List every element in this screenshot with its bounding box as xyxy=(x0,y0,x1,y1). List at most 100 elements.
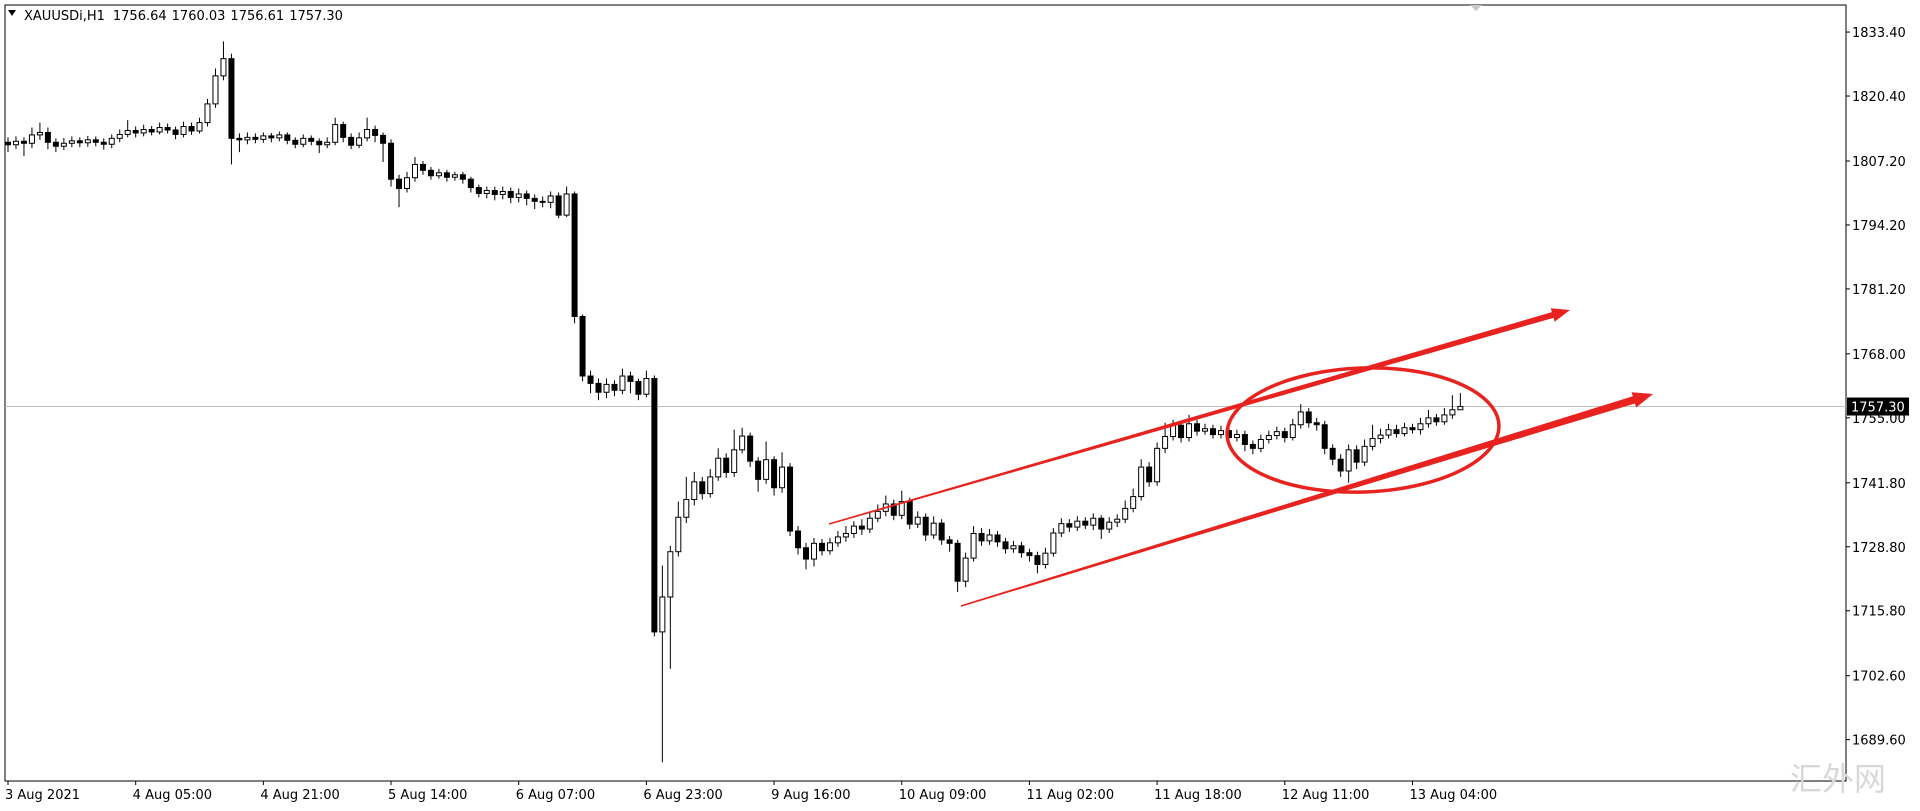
price-box-label: 1757.30 xyxy=(1851,401,1905,416)
candle-body xyxy=(1066,523,1073,528)
candle-body xyxy=(1178,424,1185,439)
candle-body xyxy=(691,481,698,501)
y-tick-label: 1728.80 xyxy=(1852,541,1906,556)
menu-triangle[interactable] xyxy=(8,10,16,16)
candle-body xyxy=(316,140,323,146)
candle-body xyxy=(244,136,251,141)
x-tick-label: 13 Aug 04:00 xyxy=(1409,788,1497,803)
candle-body xyxy=(1385,429,1392,436)
header-low: 1756.61 xyxy=(230,9,284,24)
candle-body xyxy=(140,128,147,134)
candle-body xyxy=(1042,552,1049,565)
candle-body xyxy=(372,128,379,136)
candle-body xyxy=(1217,430,1224,436)
candle-body xyxy=(1321,424,1328,449)
candle-body xyxy=(220,58,227,77)
header-high: 1760.03 xyxy=(172,9,226,24)
candle-body xyxy=(1114,518,1121,523)
candle-body xyxy=(443,172,450,178)
y-tick-label: 1781.20 xyxy=(1852,283,1906,298)
candle-body xyxy=(475,187,482,194)
candle-body xyxy=(803,547,809,560)
candle-body xyxy=(156,127,163,133)
candle-body xyxy=(818,542,825,552)
candle-body xyxy=(603,383,610,393)
candle-body xyxy=(978,532,985,542)
candle-body xyxy=(1194,423,1201,432)
candle-body xyxy=(1138,466,1145,498)
candle-body xyxy=(427,169,434,177)
trend-arrow xyxy=(960,392,1653,607)
candle-body xyxy=(755,460,762,480)
y-tick-label: 1768.00 xyxy=(1852,348,1906,363)
candle-body xyxy=(1130,496,1137,509)
chart-header: XAUUSDi,H1 1756.64 1760.03 1756.61 1757.30 xyxy=(24,9,343,24)
x-tick-label: 9 Aug 16:00 xyxy=(771,788,850,803)
candle-body xyxy=(747,435,754,462)
candle-body xyxy=(52,141,59,147)
candle-body xyxy=(906,501,913,525)
symbol: XAUUSDi,H1 xyxy=(24,9,105,24)
candle-body xyxy=(340,124,347,138)
candle-body xyxy=(1154,447,1161,483)
candle-body xyxy=(1034,555,1041,565)
candle-body xyxy=(483,190,490,194)
candle-body xyxy=(451,174,458,178)
y-tick-label: 1715.80 xyxy=(1852,605,1906,620)
trend-arrow xyxy=(828,308,1570,525)
candle-body xyxy=(28,134,35,144)
candle-body xyxy=(834,536,841,544)
candle-body xyxy=(1297,411,1304,426)
candle-body xyxy=(914,516,921,525)
candle-body xyxy=(779,466,786,489)
candle-body xyxy=(587,375,594,384)
candle-body xyxy=(1409,427,1416,431)
candle-body xyxy=(1273,431,1280,437)
candle-body xyxy=(236,137,243,141)
y-tick-label: 1820.40 xyxy=(1852,90,1906,105)
candle-body xyxy=(396,178,403,190)
candle-body xyxy=(300,137,307,145)
candle-body xyxy=(1186,423,1193,439)
candle-body xyxy=(172,129,179,135)
candle-body xyxy=(946,539,953,544)
candle-body xyxy=(491,190,498,195)
candle-body xyxy=(260,135,267,140)
candle-body xyxy=(1369,438,1376,447)
x-tick-label: 4 Aug 21:00 xyxy=(260,788,339,803)
candle-body xyxy=(627,375,634,382)
candle-body xyxy=(164,127,171,131)
candle-body xyxy=(1313,422,1320,426)
candle-body xyxy=(810,542,817,560)
candle-body xyxy=(116,133,123,139)
candle-body xyxy=(84,139,91,144)
candle-body xyxy=(515,193,522,198)
candle-body xyxy=(635,380,642,395)
x-tick-label: 6 Aug 07:00 xyxy=(516,788,595,803)
candle-body xyxy=(228,58,235,139)
candle-body xyxy=(332,124,339,143)
candle-body xyxy=(1050,532,1057,554)
x-tick-label: 11 Aug 02:00 xyxy=(1026,788,1114,803)
candle-body xyxy=(1090,517,1097,526)
candle-body xyxy=(707,476,714,495)
candle-body xyxy=(651,377,658,633)
candle-body xyxy=(1377,434,1384,440)
candle-body xyxy=(890,503,897,516)
candle-body xyxy=(100,141,107,145)
candle-body xyxy=(292,139,299,145)
candle-body xyxy=(196,122,203,132)
x-tick-label: 5 Aug 14:00 xyxy=(388,788,467,803)
candle-body xyxy=(571,193,578,317)
candle-body xyxy=(411,163,418,179)
candle-body xyxy=(60,142,67,147)
candle-body xyxy=(611,383,618,391)
x-tick-label: 3 Aug 2021 xyxy=(5,788,80,803)
candle-body xyxy=(12,140,19,146)
candle-body xyxy=(563,193,570,216)
candle-body xyxy=(1058,523,1065,534)
candle-body xyxy=(148,128,155,133)
candle-body xyxy=(1122,507,1129,520)
candle-body xyxy=(659,596,666,633)
